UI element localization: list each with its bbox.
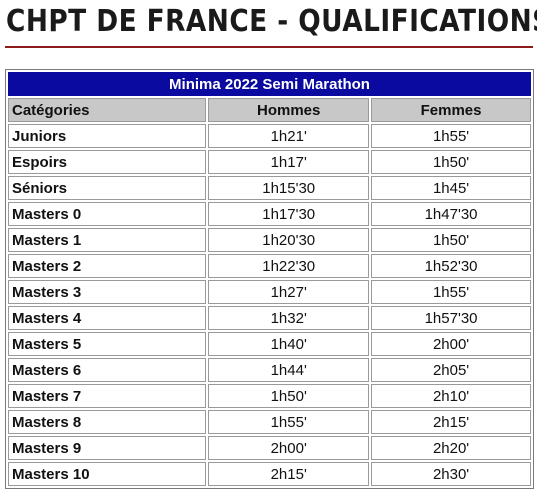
category-cell: Masters 0	[8, 202, 207, 226]
table-row: Masters 6 1h44' 2h05'	[8, 358, 531, 382]
table-row: Masters 8 1h55' 2h15'	[8, 410, 531, 434]
page-title: CHPT DE FRANCE - QUALIFICATIONS	[6, 4, 537, 39]
category-cell: Espoirs	[8, 150, 207, 174]
table-row: Masters 3 1h27' 1h55'	[8, 280, 531, 304]
men-time-cell: 1h55'	[208, 410, 370, 434]
table-row: Masters 4 1h32' 1h57'30	[8, 306, 531, 330]
table-row: Masters 0 1h17'30 1h47'30	[8, 202, 531, 226]
table-row: Séniors 1h15'30 1h45'	[8, 176, 531, 200]
women-time-cell: 2h30'	[371, 462, 531, 486]
women-time-cell: 2h05'	[371, 358, 531, 382]
women-time-cell: 2h15'	[371, 410, 531, 434]
header-categories: Catégories	[8, 98, 207, 122]
category-cell: Masters 2	[8, 254, 207, 278]
header-men: Hommes	[208, 98, 370, 122]
table-body: Juniors 1h21' 1h55' Espoirs 1h17' 1h50' Sénior…	[8, 124, 531, 486]
women-time-cell: 1h45'	[371, 176, 531, 200]
men-time-cell: 1h17'	[208, 150, 370, 174]
women-time-cell: 1h50'	[371, 150, 531, 174]
table-row: Masters 2 1h22'30 1h52'30	[8, 254, 531, 278]
table-row: Masters 1 1h20'30 1h50'	[8, 228, 531, 252]
category-cell: Masters 5	[8, 332, 207, 356]
men-time-cell: 1h21'	[208, 124, 370, 148]
table-row: Espoirs 1h17' 1h50'	[8, 150, 531, 174]
table-header-row: Catégories Hommes Femmes	[8, 98, 531, 122]
women-time-cell: 1h52'30	[371, 254, 531, 278]
category-cell: Masters 6	[8, 358, 207, 382]
table-row: Masters 5 1h40' 2h00'	[8, 332, 531, 356]
men-time-cell: 1h27'	[208, 280, 370, 304]
category-cell: Juniors	[8, 124, 207, 148]
women-time-cell: 2h10'	[371, 384, 531, 408]
category-cell: Masters 10	[8, 462, 207, 486]
category-cell: Masters 4	[8, 306, 207, 330]
men-time-cell: 1h20'30	[208, 228, 370, 252]
men-time-cell: 1h15'30	[208, 176, 370, 200]
women-time-cell: 1h50'	[371, 228, 531, 252]
category-cell: Séniors	[8, 176, 207, 200]
table-caption-row: Minima 2022 Semi Marathon	[8, 72, 531, 96]
men-time-cell: 1h17'30	[208, 202, 370, 226]
men-time-cell: 1h32'	[208, 306, 370, 330]
men-time-cell: 1h50'	[208, 384, 370, 408]
men-time-cell: 1h22'30	[208, 254, 370, 278]
category-cell: Masters 3	[8, 280, 207, 304]
men-time-cell: 2h00'	[208, 436, 370, 460]
category-cell: Masters 7	[8, 384, 207, 408]
category-cell: Masters 1	[8, 228, 207, 252]
title-divider	[5, 46, 533, 48]
men-time-cell: 2h15'	[208, 462, 370, 486]
men-time-cell: 1h44'	[208, 358, 370, 382]
women-time-cell: 1h57'30	[371, 306, 531, 330]
minima-table-container: Minima 2022 Semi Marathon Catégories Hom…	[5, 69, 534, 489]
header-women: Femmes	[371, 98, 531, 122]
table-row: Masters 7 1h50' 2h10'	[8, 384, 531, 408]
minima-table: Minima 2022 Semi Marathon Catégories Hom…	[5, 69, 534, 489]
women-time-cell: 2h20'	[371, 436, 531, 460]
women-time-cell: 1h47'30	[371, 202, 531, 226]
women-time-cell: 2h00'	[371, 332, 531, 356]
category-cell: Masters 9	[8, 436, 207, 460]
men-time-cell: 1h40'	[208, 332, 370, 356]
table-row: Masters 10 2h15' 2h30'	[8, 462, 531, 486]
women-time-cell: 1h55'	[371, 280, 531, 304]
table-row: Juniors 1h21' 1h55'	[8, 124, 531, 148]
table-caption: Minima 2022 Semi Marathon	[8, 72, 531, 96]
women-time-cell: 1h55'	[371, 124, 531, 148]
category-cell: Masters 8	[8, 410, 207, 434]
table-row: Masters 9 2h00' 2h20'	[8, 436, 531, 460]
